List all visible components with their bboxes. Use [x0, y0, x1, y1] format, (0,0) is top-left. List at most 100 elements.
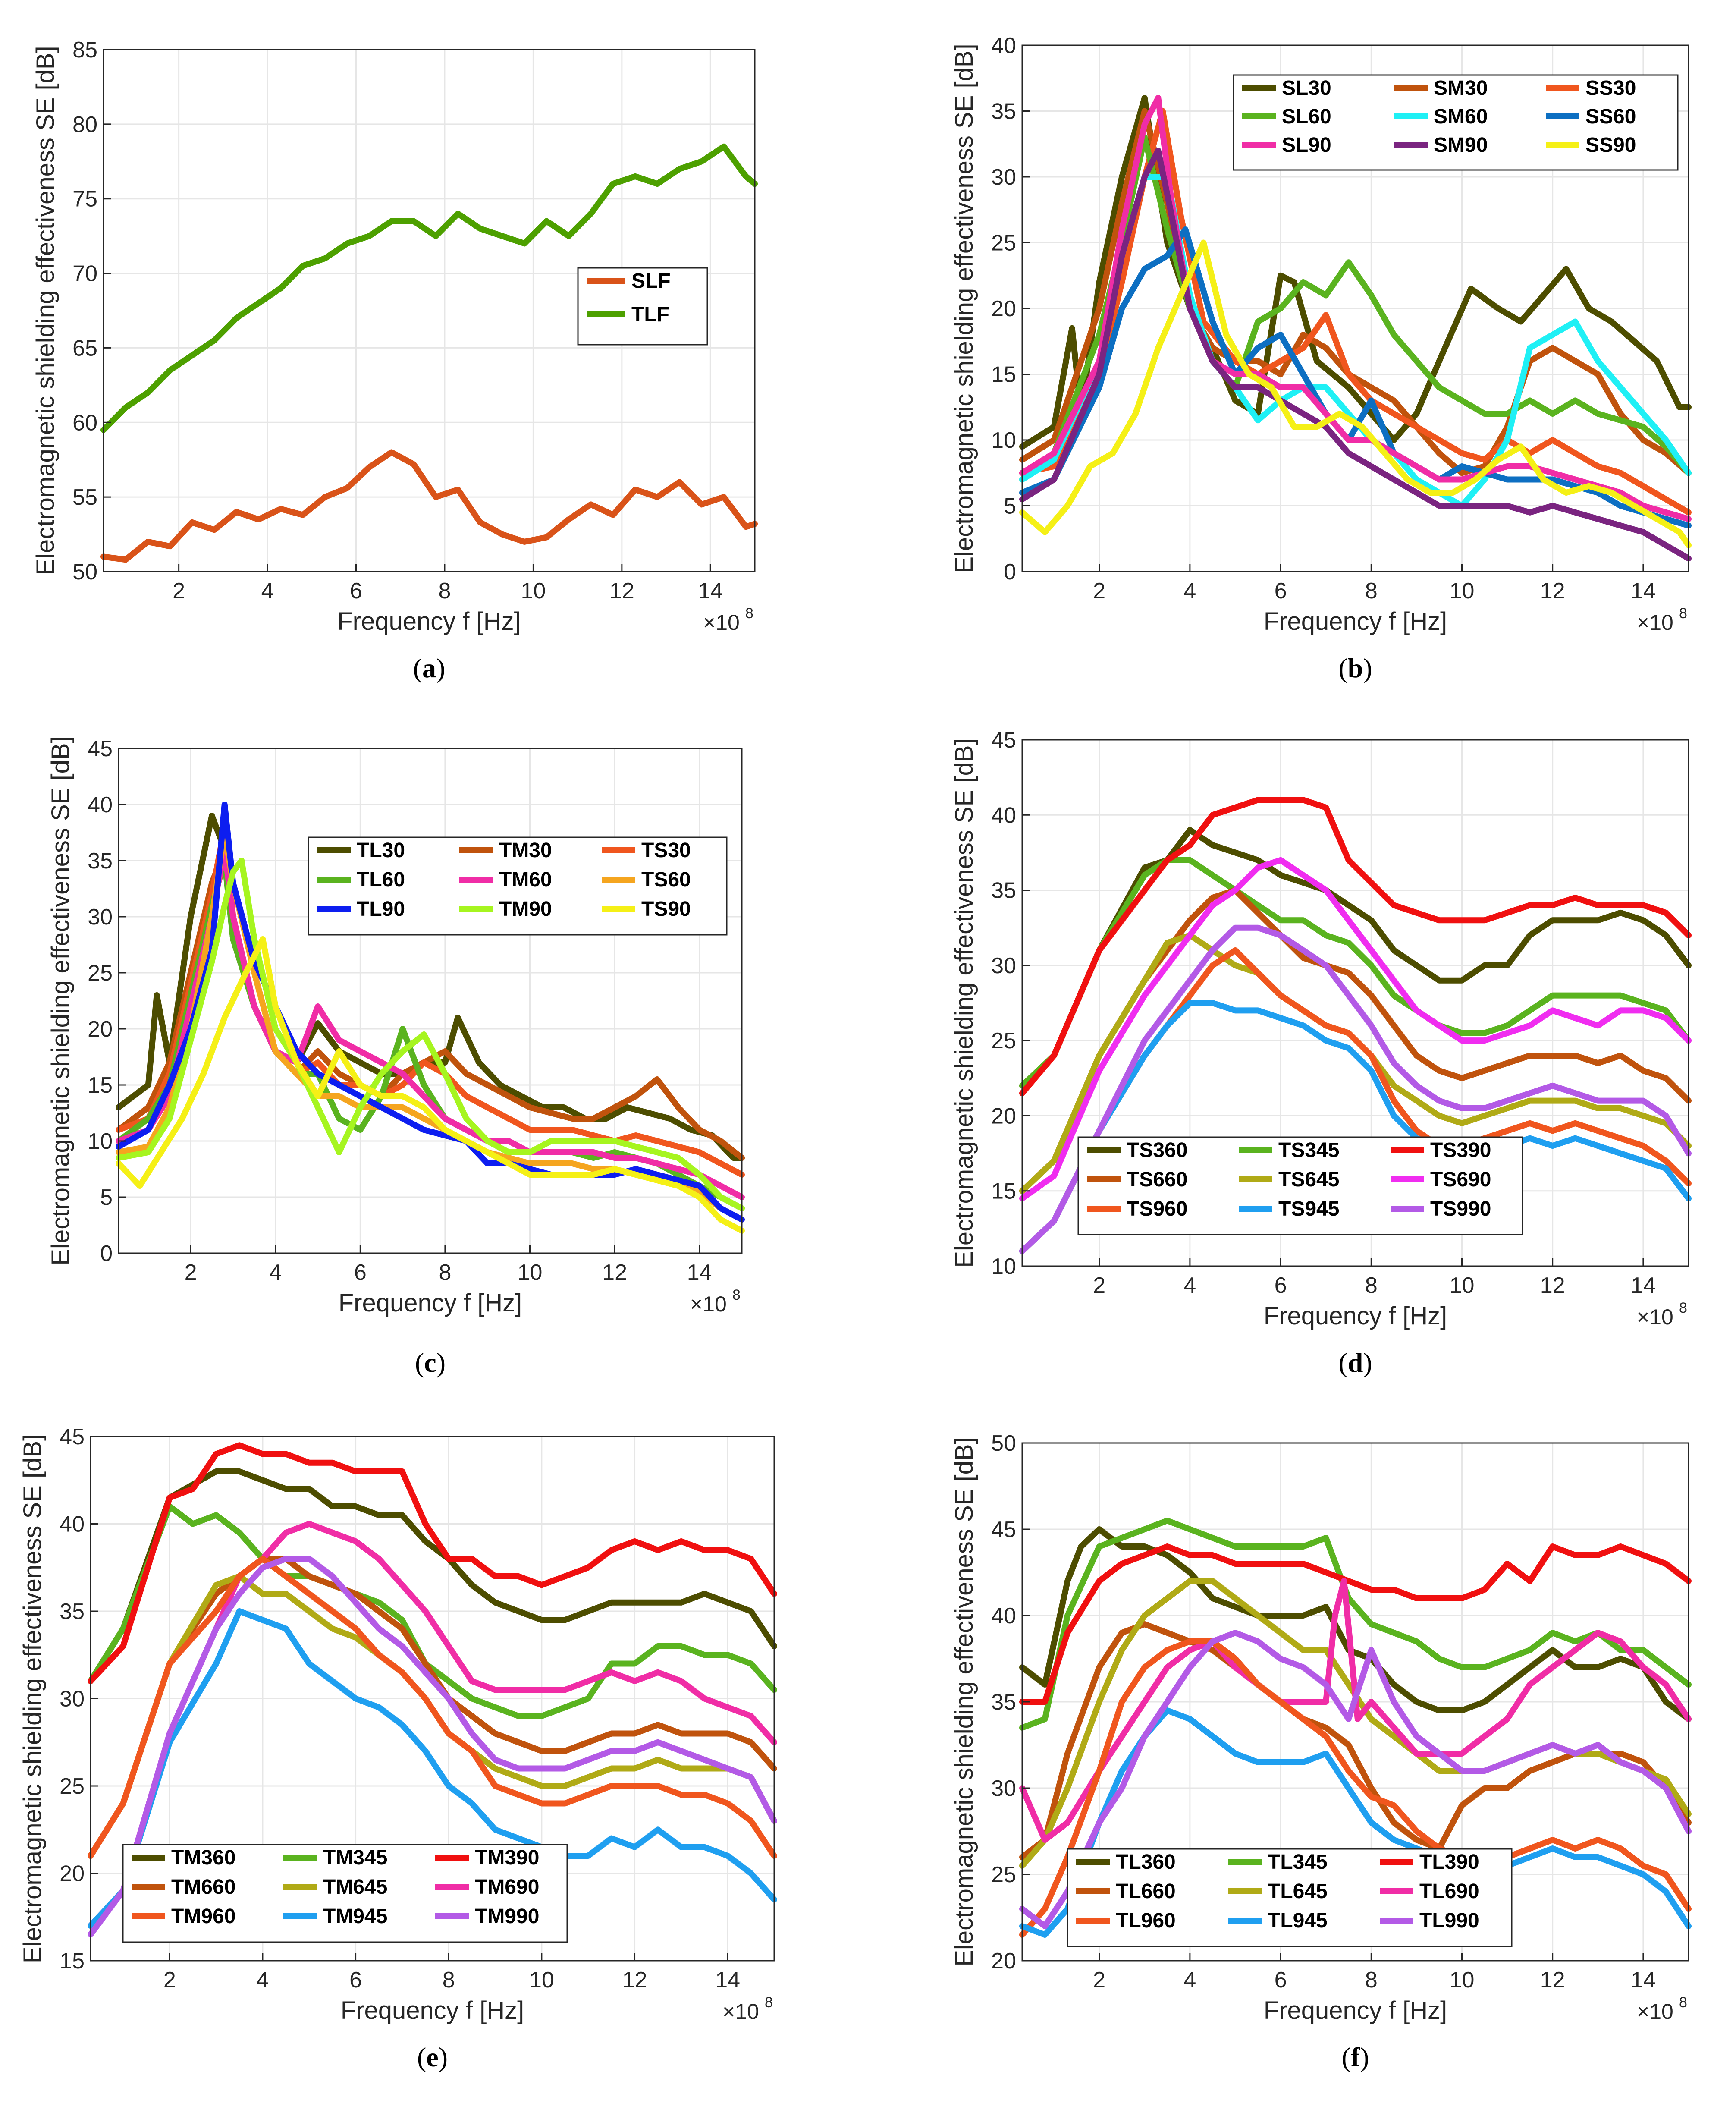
series-line-tl345	[1019, 1518, 1692, 1731]
legend-label: TL390	[1419, 1851, 1479, 1874]
x-tick-label: 6	[349, 1968, 362, 1993]
y-tick-label: 40	[60, 1512, 85, 1537]
legend-box	[1077, 1136, 1523, 1235]
x-tick-label: 2	[1093, 578, 1105, 604]
x-tick-label: 4	[261, 578, 274, 604]
legend-label: SS30	[1585, 77, 1636, 100]
y-tick-label: 55	[72, 485, 97, 510]
y-tick-label: 30	[60, 1687, 85, 1712]
y-tick-label: 5	[1004, 494, 1016, 519]
legend-label: TL960	[1116, 1909, 1176, 1932]
x-tick-label: 8	[1365, 1968, 1378, 1993]
legend-label: TS945	[1278, 1198, 1339, 1220]
series-line-ts345	[1019, 857, 1692, 1089]
legend-label: TL990	[1419, 1909, 1479, 1932]
x-tick-label: 2	[173, 578, 185, 604]
y-tick-label: 65	[72, 336, 97, 361]
legend-label: TM690	[475, 1876, 539, 1899]
series-line-tm360	[88, 1468, 777, 1684]
y-tick-label: 20	[991, 296, 1016, 321]
legend-label: TM960	[171, 1905, 235, 1928]
legend-item-sm30: SM30	[1394, 77, 1488, 100]
legend-label: TL60	[357, 868, 405, 891]
legend-item-tl990: TL990	[1380, 1909, 1479, 1932]
y-tick-label: 15	[991, 1179, 1016, 1204]
legend-label: SL90	[1282, 134, 1331, 157]
legend: TL360 TL345 TL390 TL660 TL645 TL690 TL960 TL945…	[1067, 1848, 1513, 1947]
x-tick-label: 8	[438, 578, 451, 604]
series-line-ts690	[1019, 857, 1692, 1202]
series-line-tl390	[1019, 1543, 1692, 1705]
x-axis-label: Frequency f [Hz]	[1264, 1302, 1447, 1330]
legend-item-sl90: SL90	[1242, 134, 1331, 157]
panel-label: (c)	[415, 1347, 446, 1378]
y-tick-label: 40	[991, 1603, 1016, 1628]
y-tick-label: 0	[1004, 560, 1016, 585]
legend-item-tm645: TM645	[283, 1876, 387, 1899]
x-tick-label: 10	[521, 578, 546, 604]
series-line-ss90	[1019, 239, 1692, 548]
axes-box	[1021, 739, 1689, 1267]
legend-box	[1233, 74, 1679, 171]
x-tick-label: 10	[518, 1260, 543, 1285]
x-tick-label: 8	[439, 1260, 451, 1285]
legend-item-ss30: SS30	[1546, 77, 1636, 100]
y-tick-label: 25	[88, 961, 113, 986]
legend-item-ts390: TS390	[1391, 1139, 1491, 1162]
legend-label: SM30	[1434, 77, 1488, 100]
legend-item-tl360: TL360	[1076, 1851, 1176, 1874]
y-tick-label: 30	[991, 1776, 1016, 1801]
y-tick-label: 60	[72, 410, 97, 435]
y-tick-label: 70	[72, 261, 97, 286]
legend-label: SS60	[1585, 105, 1636, 128]
legend-label: TS360	[1127, 1139, 1187, 1162]
y-tick-label: 35	[60, 1599, 85, 1624]
y-tick-label: 5	[100, 1185, 113, 1210]
y-tick-label: 45	[991, 1517, 1016, 1542]
axes-box	[118, 748, 743, 1254]
y-tick-label: 50	[991, 1431, 1016, 1456]
legend: SL30 SM30 SS30 SL60 SM60 SS60 SL90 SM90 SS90	[1233, 74, 1679, 171]
y-tick-label: 25	[991, 1862, 1016, 1887]
y-tick-label: 25	[60, 1774, 85, 1799]
legend-label: TS690	[1430, 1168, 1491, 1191]
legend-item-ts360: TS360	[1087, 1139, 1187, 1162]
x-tick-label: 12	[602, 1260, 627, 1285]
series-line-tlf	[100, 143, 758, 433]
y-axis-label: Electromagnetic shielding effectiveness …	[950, 738, 978, 1267]
legend-item-tl90: TL90	[317, 898, 405, 921]
x-tick-label: 14	[1631, 1968, 1656, 1993]
legend: SLF TLF	[577, 267, 708, 346]
series-line-slf	[100, 449, 758, 563]
legend-label: TL660	[1116, 1880, 1176, 1903]
x-tick-label: 8	[1365, 1273, 1378, 1298]
legend-item-tm990: TM990	[435, 1905, 539, 1928]
legend-item-ts345: TS345	[1239, 1139, 1339, 1162]
series-line-tl90	[116, 802, 745, 1223]
legend-label: TM390	[475, 1846, 539, 1869]
x-tick-label: 4	[1183, 1968, 1196, 1993]
legend-label: TL90	[357, 898, 405, 921]
legend-item-tl945: TL945	[1228, 1909, 1328, 1932]
y-tick-label: 20	[991, 1103, 1016, 1129]
y-tick-label: 35	[991, 878, 1016, 903]
legend-item-sm90: SM90	[1394, 134, 1488, 157]
panel-label: (f)	[1342, 2042, 1369, 2072]
y-tick-label: 80	[72, 112, 97, 137]
axes-box	[103, 49, 756, 572]
y-tick-label: 40	[991, 803, 1016, 828]
legend-item-tm690: TM690	[435, 1876, 539, 1899]
legend-item-tl345: TL345	[1228, 1851, 1328, 1874]
y-tick-label: 20	[88, 1017, 113, 1042]
legend-label: TS990	[1430, 1198, 1491, 1220]
y-tick-label: 85	[72, 38, 97, 63]
legend-label: TM90	[499, 898, 552, 921]
panel-label: (d)	[1338, 1347, 1372, 1378]
legend-item-tm30: TM30	[459, 839, 552, 862]
series-line-ts990	[1019, 924, 1692, 1254]
legend-item-tm960: TM960	[132, 1905, 235, 1928]
series-line-ts645	[1019, 932, 1692, 1194]
x-tick-label: 14	[1631, 1273, 1656, 1298]
series-line-tm990	[88, 1556, 777, 1938]
legend-item-tm345: TM345	[283, 1846, 387, 1869]
